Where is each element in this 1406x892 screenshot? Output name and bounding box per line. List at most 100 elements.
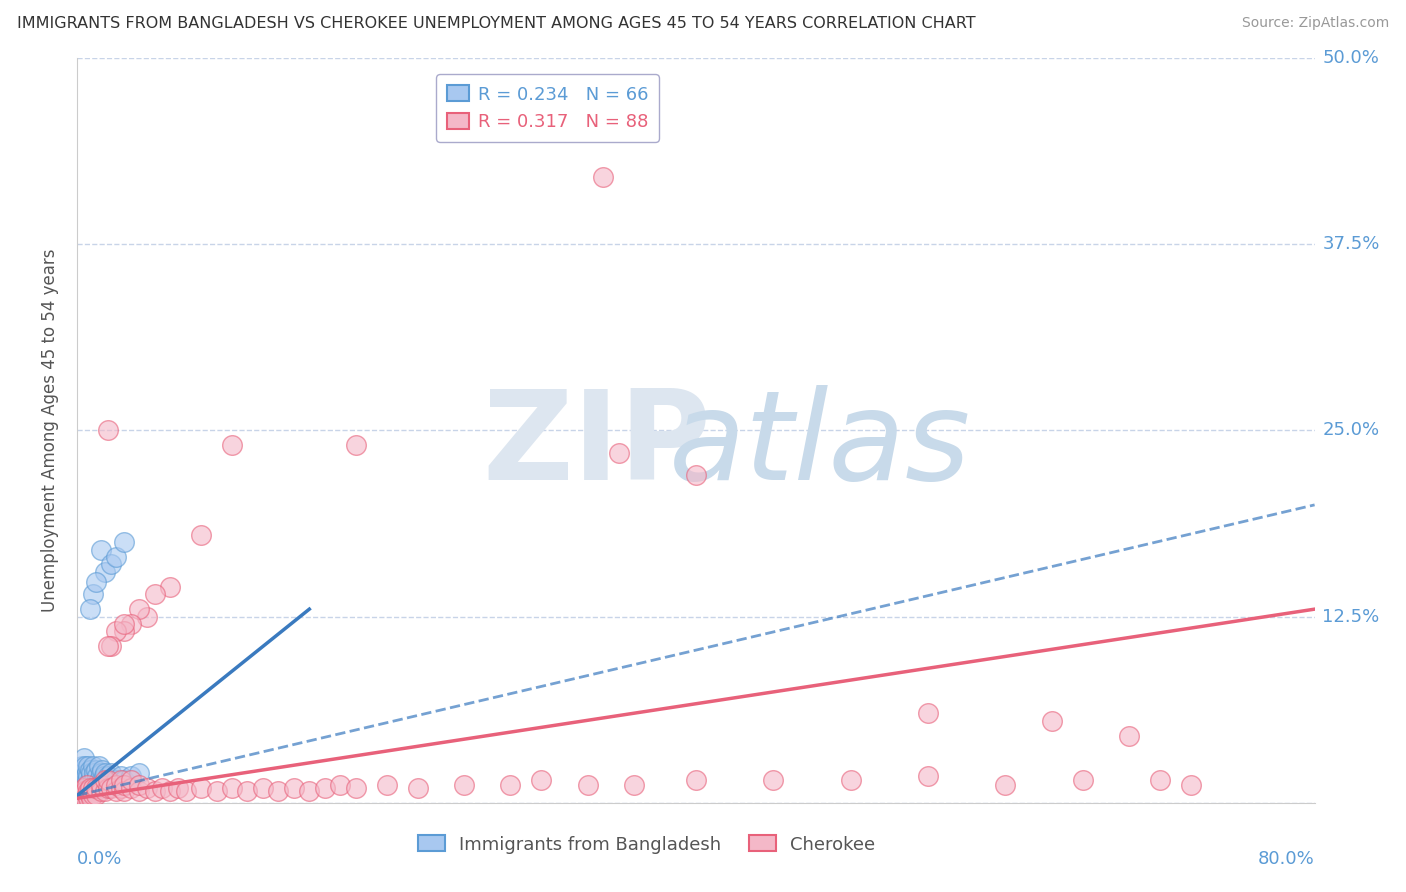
- Point: [105, 624, 127, 639]
- Point: [530, 773, 553, 788]
- Point: [128, 602, 150, 616]
- Point: [1149, 773, 1171, 788]
- Point: [159, 784, 181, 798]
- Point: [136, 780, 159, 795]
- Point: [79, 789, 101, 803]
- Point: [76, 784, 98, 798]
- Point: [1180, 778, 1202, 792]
- Point: [82, 587, 104, 601]
- Point: [499, 778, 522, 792]
- Point: [685, 468, 707, 483]
- Point: [152, 780, 174, 795]
- Point: [97, 780, 120, 795]
- Point: [110, 780, 132, 795]
- Point: [79, 773, 101, 788]
- Point: [77, 784, 100, 798]
- Point: [79, 763, 101, 777]
- Point: [67, 789, 90, 803]
- Point: [121, 780, 143, 795]
- Point: [375, 778, 398, 792]
- Point: [221, 780, 243, 795]
- Point: [67, 793, 90, 807]
- Point: [94, 773, 117, 788]
- Point: [267, 784, 290, 798]
- Point: [86, 769, 108, 783]
- Point: [86, 780, 108, 795]
- Point: [76, 766, 98, 780]
- Point: [112, 773, 135, 788]
- Point: [121, 617, 143, 632]
- Point: [112, 617, 135, 632]
- Point: [70, 758, 93, 772]
- Point: [97, 780, 120, 795]
- Point: [128, 778, 150, 792]
- Point: [97, 640, 120, 654]
- Point: [90, 766, 111, 780]
- Point: [94, 565, 117, 579]
- Point: [80, 791, 103, 805]
- Point: [83, 780, 105, 795]
- Text: atlas: atlas: [669, 384, 970, 506]
- Point: [143, 587, 166, 601]
- Point: [592, 170, 614, 185]
- Point: [87, 773, 110, 788]
- Point: [994, 778, 1017, 792]
- Point: [77, 791, 100, 805]
- Point: [75, 791, 96, 805]
- Point: [105, 773, 127, 788]
- Point: [84, 763, 107, 777]
- Legend: Immigrants from Bangladesh, Cherokee: Immigrants from Bangladesh, Cherokee: [411, 828, 883, 861]
- Text: Source: ZipAtlas.com: Source: ZipAtlas.com: [1241, 16, 1389, 30]
- Point: [159, 580, 181, 594]
- Point: [75, 784, 96, 798]
- Point: [314, 780, 336, 795]
- Point: [87, 758, 110, 772]
- Point: [79, 602, 101, 616]
- Point: [105, 784, 127, 798]
- Point: [1040, 714, 1063, 728]
- Point: [79, 780, 101, 795]
- Point: [75, 778, 96, 792]
- Point: [82, 780, 104, 795]
- Point: [112, 784, 135, 798]
- Point: [136, 609, 159, 624]
- Point: [112, 535, 135, 549]
- Point: [91, 773, 114, 788]
- Point: [110, 769, 132, 783]
- Point: [80, 778, 103, 792]
- Point: [79, 784, 101, 798]
- Text: 80.0%: 80.0%: [1258, 850, 1315, 869]
- Point: [143, 784, 166, 798]
- Point: [90, 784, 111, 798]
- Point: [453, 778, 475, 792]
- Point: [128, 766, 150, 780]
- Point: [77, 780, 100, 795]
- Point: [82, 773, 104, 788]
- Point: [69, 784, 91, 798]
- Text: ZIP: ZIP: [482, 384, 711, 506]
- Point: [344, 780, 367, 795]
- Point: [70, 784, 93, 798]
- Point: [100, 558, 122, 572]
- Point: [121, 773, 143, 788]
- Point: [72, 773, 94, 788]
- Point: [283, 780, 305, 795]
- Point: [80, 766, 103, 780]
- Text: 0.0%: 0.0%: [77, 850, 122, 869]
- Point: [917, 769, 939, 783]
- Point: [84, 780, 107, 795]
- Point: [97, 769, 120, 783]
- Text: 50.0%: 50.0%: [1323, 49, 1379, 67]
- Point: [110, 773, 132, 788]
- Point: [174, 784, 197, 798]
- Point: [70, 766, 93, 780]
- Point: [84, 575, 107, 590]
- Y-axis label: Unemployment Among Ages 45 to 54 years: Unemployment Among Ages 45 to 54 years: [41, 249, 59, 612]
- Point: [76, 778, 98, 792]
- Point: [917, 706, 939, 721]
- Point: [72, 784, 94, 798]
- Point: [406, 780, 429, 795]
- Point: [94, 766, 117, 780]
- Point: [70, 791, 93, 805]
- Point: [94, 784, 117, 798]
